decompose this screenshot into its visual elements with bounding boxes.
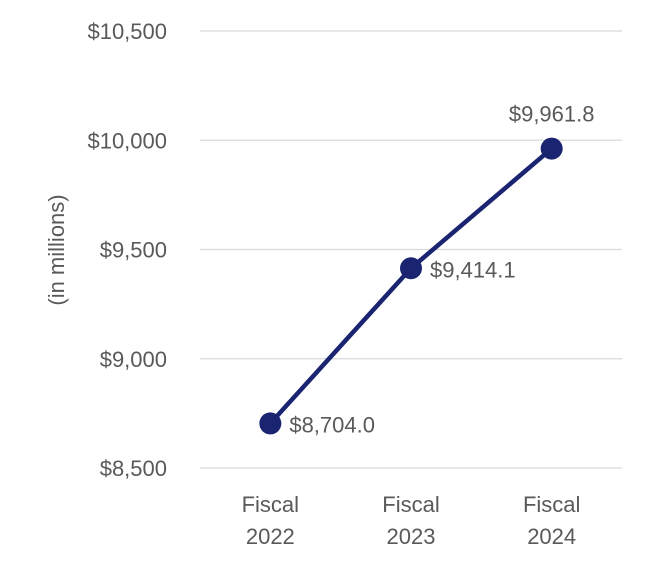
x-axis-category-label: Fiscal	[242, 492, 299, 517]
series-line	[268, 146, 554, 426]
x-axis-category-label: 2023	[387, 524, 436, 549]
data-label: $8,704.0	[289, 412, 375, 437]
x-axis-category-label: Fiscal	[523, 492, 580, 517]
data-point-marker	[540, 137, 563, 160]
data-point-marker	[259, 412, 282, 435]
data-label: $9,414.1	[430, 257, 516, 282]
y-axis-tick-label: $10,000	[87, 128, 167, 153]
x-axis-category-label: 2024	[527, 524, 576, 549]
x-axis-category-label: 2022	[246, 524, 295, 549]
y-axis-tick-label: $8,500	[100, 456, 167, 481]
y-axis-tick-label: $10,500	[87, 19, 167, 44]
x-axis-category-label: Fiscal	[382, 492, 439, 517]
data-label: $9,961.8	[509, 102, 595, 127]
data-point-marker	[400, 257, 422, 280]
y-axis-tick-label: $9,000	[100, 347, 167, 372]
y-axis-tick-label: $9,500	[100, 238, 167, 263]
y-axis-title: (in millions)	[44, 194, 69, 306]
